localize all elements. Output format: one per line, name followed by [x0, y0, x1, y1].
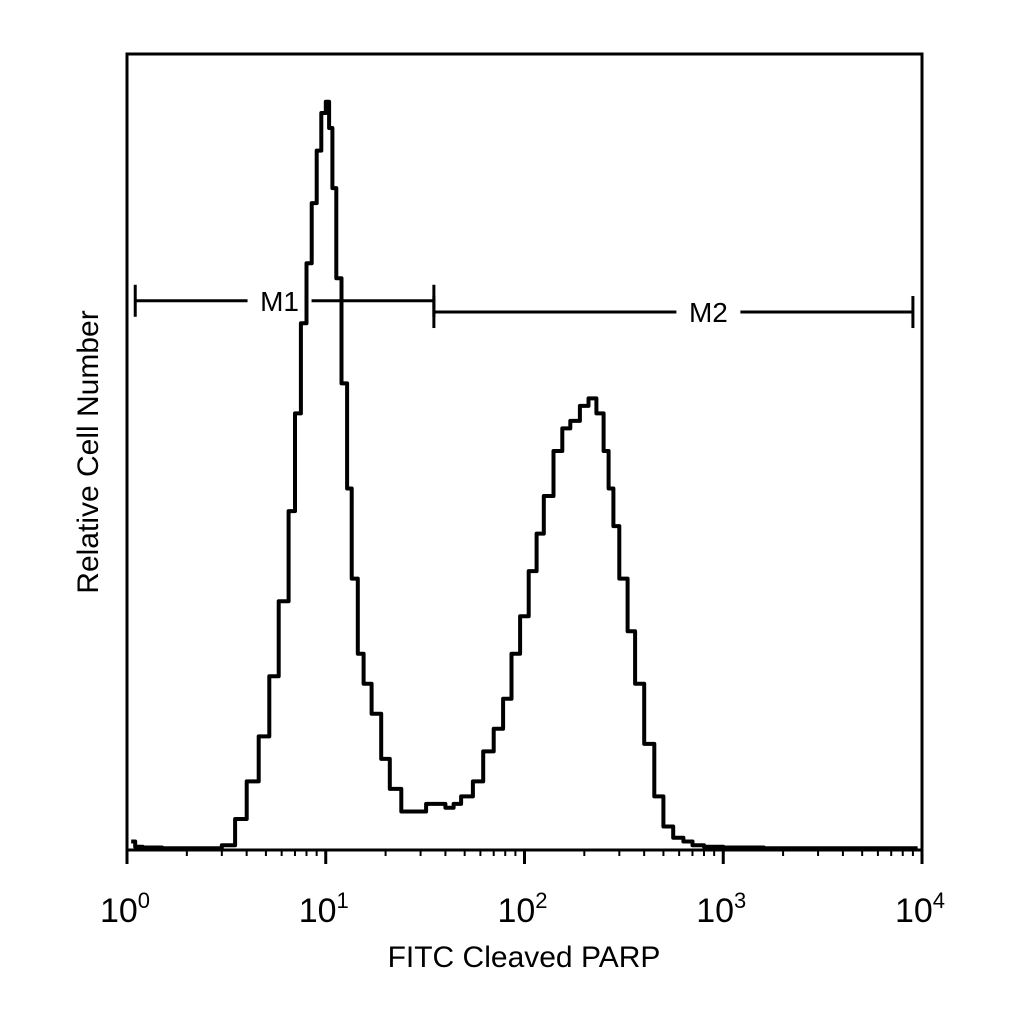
x-tick-label: 100 [100, 888, 150, 930]
x-tick-base: 10 [497, 892, 535, 930]
x-tick-label: 101 [299, 888, 349, 930]
x-tick-base: 10 [895, 892, 933, 930]
x-tick-label: 104 [895, 888, 945, 930]
x-tick-label: 102 [497, 888, 547, 930]
histogram-line [131, 99, 918, 851]
x-tick-base: 10 [100, 892, 138, 930]
x-tick-base: 10 [696, 892, 734, 930]
marker-label: M1 [260, 286, 299, 317]
x-tick-base: 10 [299, 892, 337, 930]
x-tick-exponent: 3 [734, 888, 746, 913]
x-tick-exponent: 2 [535, 888, 547, 913]
x-tick-labels: 100 101 102 103 104 [100, 888, 945, 930]
y-axis-title: Relative Cell Number [72, 310, 105, 593]
x-tick-exponent: 0 [138, 888, 150, 913]
plot-frame [125, 52, 924, 852]
x-tick-exponent: 1 [337, 888, 349, 913]
x-tick-label: 103 [696, 888, 746, 930]
x-tick-exponent: 4 [933, 888, 945, 913]
gate-markers: M1 M2 [133, 284, 915, 329]
major-ticks [125, 850, 924, 864]
minor-ticks [185, 850, 914, 856]
x-axis-title: FITC Cleaved PARP [388, 941, 661, 974]
marker-label: M2 [689, 297, 728, 328]
